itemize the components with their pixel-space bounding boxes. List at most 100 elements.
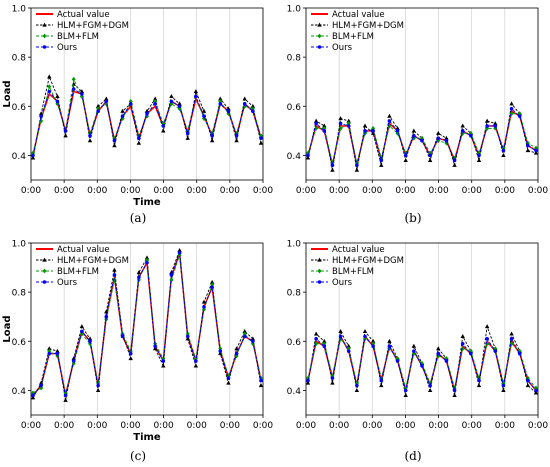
data-point [493, 349, 498, 353]
data-point [355, 383, 359, 388]
x-tick-label: 0:00 [362, 421, 382, 431]
data-point [411, 343, 417, 348]
data-point [362, 123, 368, 128]
data-point [145, 260, 149, 265]
data-point [30, 395, 36, 400]
data-point [194, 94, 198, 99]
data-point [136, 140, 142, 145]
data-point [509, 337, 514, 341]
data-point [305, 380, 311, 385]
data-point [201, 299, 207, 304]
y-tick-label: 0.8 [12, 54, 27, 64]
data-point [395, 359, 400, 363]
x-tick-label: 0:00 [220, 421, 240, 431]
data-point [476, 383, 482, 388]
data-point [258, 140, 264, 145]
legend-marker [317, 22, 322, 27]
data-point [63, 393, 68, 398]
data-point [379, 162, 384, 167]
x-axis: 0:00 0:00 0:00 0:00 0:00 0:00 0:00 0:00 [296, 180, 548, 196]
data-point [55, 348, 60, 353]
data-point [242, 102, 247, 106]
x-tick-label: 0:00 [220, 186, 240, 196]
data-point [251, 109, 255, 113]
chart-panel-d: 0.40.60.81.00:00 0:00 0:00 0:00 0:00 0:00 0:00… [287, 240, 549, 432]
data-point [355, 163, 359, 168]
data-point [250, 103, 256, 108]
panel-caption-d: (d) [404, 449, 422, 463]
data-point [71, 359, 76, 363]
series-ours [31, 251, 263, 398]
y-tick-label: 0.4 [287, 387, 302, 397]
data-point [104, 314, 109, 319]
data-point [509, 331, 514, 336]
data-point [218, 96, 223, 101]
data-point [322, 338, 327, 343]
legend-marker [317, 280, 322, 284]
x-tick-label: 0:00 [54, 421, 74, 431]
data-point [128, 356, 133, 361]
data-point [185, 131, 190, 136]
data-point [338, 329, 343, 334]
panel-caption-c: (c) [129, 449, 147, 463]
data-point [104, 99, 109, 104]
x-axis: 0:00 0:00 0:00 0:00 0:00 0:00 0:00 0:00 [21, 180, 273, 196]
x-tick-label: 0:00 [495, 186, 515, 196]
data-point [79, 324, 85, 329]
data-point [112, 143, 117, 148]
data-point [137, 275, 141, 280]
y-tick-label: 0.6 [287, 103, 302, 113]
data-point [460, 333, 465, 338]
x-tick-label: 0:00 [362, 186, 382, 196]
data-point [428, 153, 432, 158]
data-point [444, 138, 449, 143]
data-point [509, 341, 514, 347]
data-point [330, 376, 335, 380]
x-axis: 0:00 0:00 0:00 0:00 0:00 0:00 0:00 0:00 [296, 415, 548, 431]
legend-label: Actual value [57, 10, 110, 20]
data-point [525, 148, 531, 153]
data-point [346, 349, 351, 353]
data-point [96, 109, 100, 113]
data-point [322, 344, 327, 348]
data-point [387, 113, 392, 118]
data-point [452, 392, 457, 397]
data-point [145, 111, 149, 116]
legend-marker [317, 45, 322, 49]
chart-panel-c: 0.40.60.81.00:00 0:00 0:00 0:00 0:00 0:00 0:00… [2, 240, 273, 444]
data-point [526, 378, 530, 383]
data-point [444, 359, 449, 363]
data-point [185, 336, 190, 341]
x-tick-label: 0:00 [153, 186, 173, 196]
data-point [313, 118, 319, 123]
data-point [31, 393, 35, 398]
x-tick-label: 0:00 [329, 421, 349, 431]
y-tick-label: 0.4 [287, 152, 302, 162]
data-point [306, 153, 310, 158]
data-point [95, 388, 101, 393]
data-point [112, 138, 117, 143]
data-point [39, 383, 43, 388]
data-point [39, 118, 44, 124]
data-point [194, 359, 198, 363]
y-tick-label: 1.0 [287, 240, 302, 250]
y-axis: 0.4 0.6 0.8 1.0 [287, 5, 306, 162]
series-line-ours [307, 108, 537, 166]
data-point [346, 343, 351, 348]
data-point [314, 337, 318, 341]
series-line-blm-flm [32, 254, 262, 394]
data-point [363, 334, 367, 339]
y-tick-label: 1.0 [12, 240, 27, 250]
data-point [501, 148, 506, 153]
data-point [201, 108, 207, 113]
legend-label: Actual value [332, 10, 385, 20]
data-point [161, 363, 166, 368]
data-point [153, 102, 157, 106]
data-point [153, 344, 157, 348]
data-point [96, 383, 100, 388]
data-point [71, 87, 76, 91]
x-tick-label: 0:00 [428, 186, 448, 196]
data-point [534, 388, 538, 393]
